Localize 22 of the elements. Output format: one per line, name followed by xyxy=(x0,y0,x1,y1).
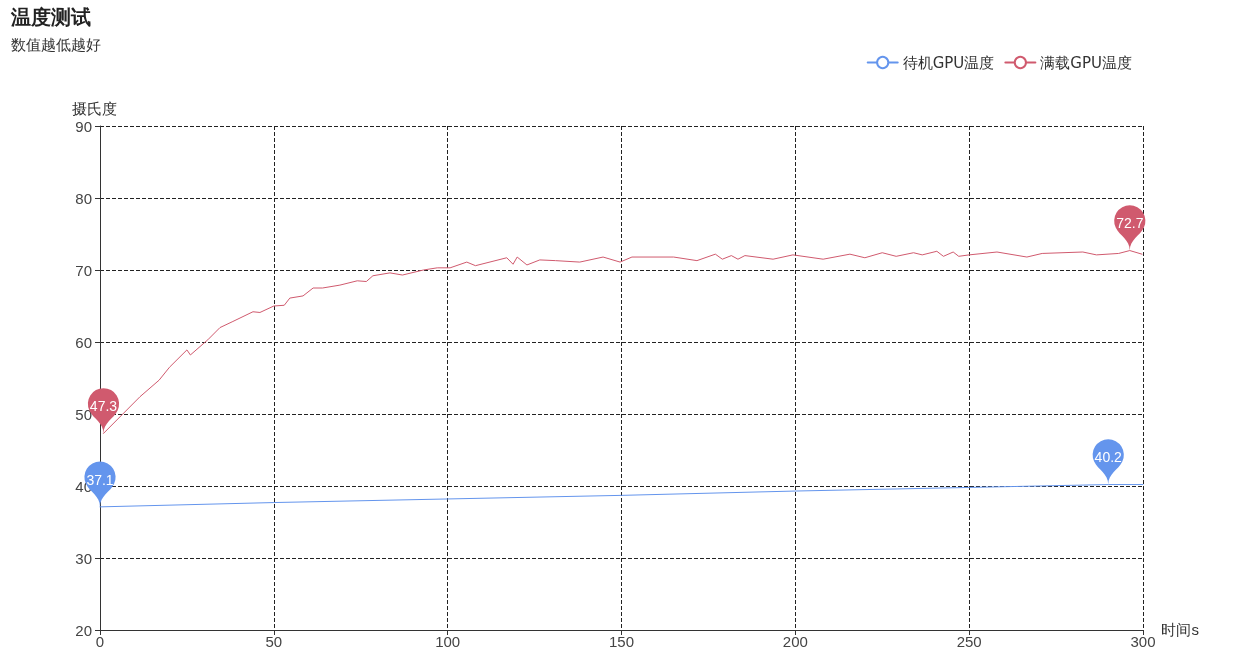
annotation: 40.2 xyxy=(1094,449,1123,466)
y-tick-label: 80 xyxy=(75,189,92,207)
x-tick-label: 0 xyxy=(95,633,105,650)
chart-title: 温度测试 xyxy=(10,5,91,29)
y-tick-label: 90 xyxy=(75,117,92,135)
annotation: 72.7 xyxy=(1116,215,1144,232)
legend-label: 待机GPU温度 xyxy=(902,53,995,72)
x-tick-label: 300 xyxy=(1130,633,1156,650)
x-tick-label: 100 xyxy=(435,633,461,650)
x-tick-label: 150 xyxy=(608,633,635,650)
y-axis-title: 摄氏度 xyxy=(72,100,117,117)
x-tick-label: 50 xyxy=(265,633,283,650)
y-tick-label: 20 xyxy=(75,621,92,639)
x-axis-title: 时间s xyxy=(1161,621,1199,638)
chart-subtitle: 数值越低越好 xyxy=(11,35,101,54)
y-tick-label: 30 xyxy=(75,549,92,567)
y-tick-label: 70 xyxy=(75,261,92,279)
x-tick-label: 200 xyxy=(782,633,808,650)
x-tick-label: 250 xyxy=(956,633,982,650)
y-tick-label: 60 xyxy=(75,333,92,351)
line-series xyxy=(99,484,1144,508)
legend-label: 满载GPU温度 xyxy=(1040,53,1133,72)
